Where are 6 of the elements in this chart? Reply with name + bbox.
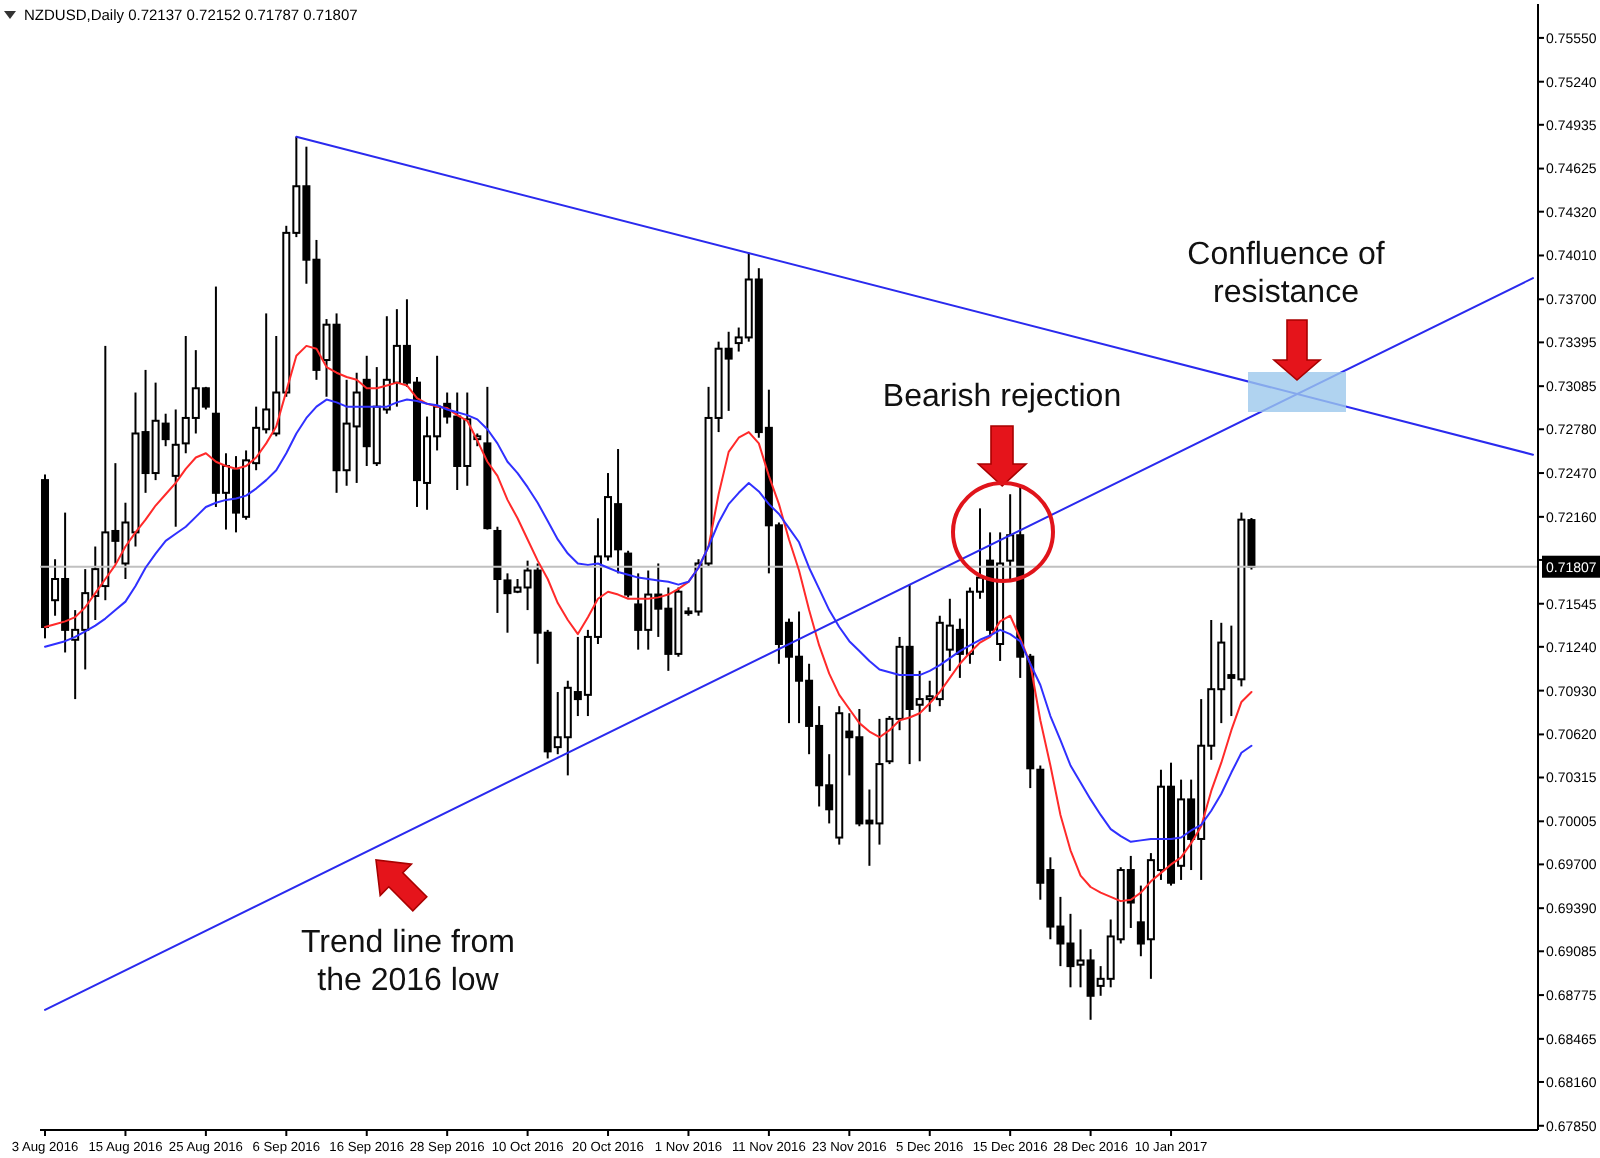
- candlestick: [171, 408, 180, 528]
- annotation: Trend line from the 2016 low: [301, 924, 515, 1000]
- candlestick: [624, 549, 633, 599]
- annotation: Confluence of resistance: [1187, 236, 1385, 312]
- line-series: [44, 344, 1253, 903]
- annotation: Bearish rejection: [882, 378, 1122, 416]
